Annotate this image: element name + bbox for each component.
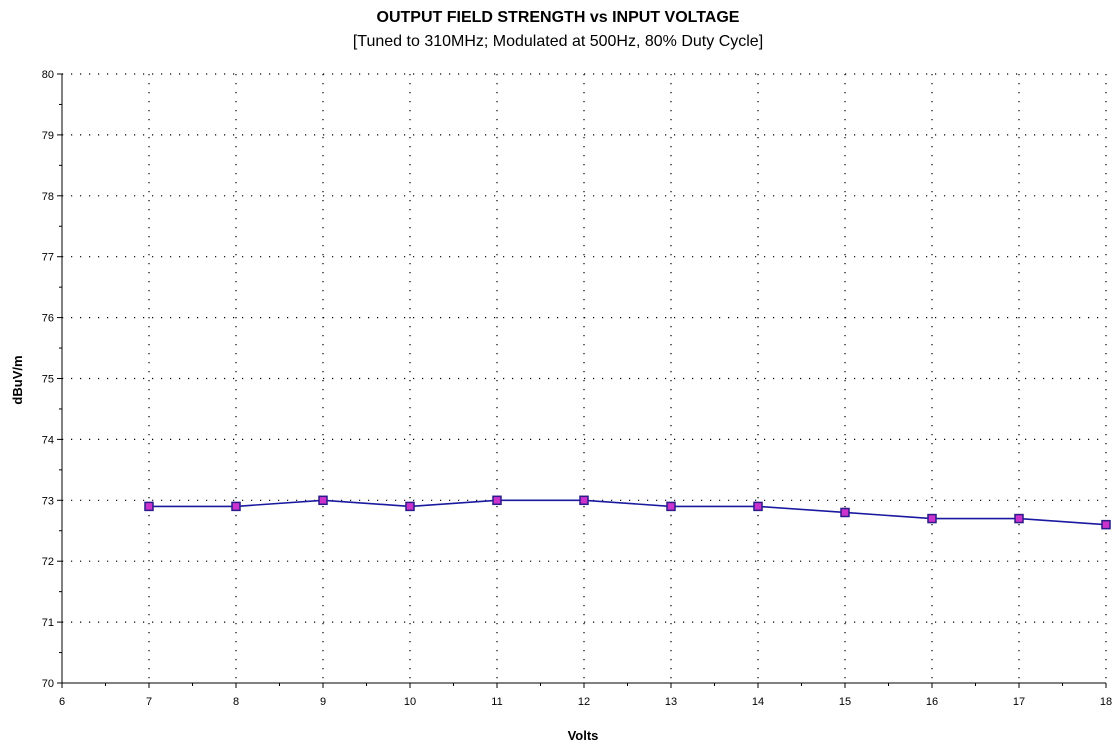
x-tick-label: 8 [233,696,239,708]
data-point [1014,513,1024,524]
gridlines [62,73,1107,683]
x-tick-label: 10 [404,696,416,708]
data-point [1101,519,1111,530]
data-point [927,513,937,524]
data-point [231,501,241,512]
y-tick-label: 76 [42,313,54,325]
y-tick-label: 80 [42,69,54,81]
x-tick-label: 11 [491,696,502,708]
data-point [579,495,589,506]
data-point [666,501,676,512]
y-tick-label: 78 [42,191,54,203]
data-point [405,501,415,512]
y-tick-label: 73 [42,495,54,507]
y-tick-label: 72 [42,556,54,568]
y-axis-title: dBuV/m [10,355,25,404]
data-point [753,501,763,512]
y-tick-label: 70 [42,678,54,690]
y-tick-label: 74 [42,434,54,446]
axes [57,73,1107,688]
x-tick-label: 7 [146,696,152,708]
x-tick-label: 9 [320,696,326,708]
x-tick-label: 17 [1013,696,1025,708]
data-series [144,495,1111,530]
tick-labels: 6 7 8 9 10 11 12 13 14 15 16 17 18707172737475767778… [42,69,1112,708]
x-tick-label: 15 [839,696,851,708]
y-tick-label: 71 [42,617,54,629]
x-axis-title: Volts [568,728,599,743]
x-tick-label: 14 [752,696,764,708]
data-point [492,495,502,506]
y-tick-label: 77 [42,252,54,264]
data-point [318,495,328,506]
y-tick-label: 75 [42,374,54,386]
data-point [840,507,850,518]
x-tick-label: 16 [926,696,938,708]
chart-title: OUTPUT FIELD STRENGTH vs INPUT VOLTAGE [377,9,740,26]
x-tick-label: 13 [665,696,677,708]
x-tick-label: 12 [578,696,590,708]
series-line [149,499,1107,526]
chart-subtitle: [Tuned to 310MHz; Modulated at 500Hz, 80… [353,33,763,50]
data-point [144,501,154,512]
y-tick-label: 79 [42,130,54,142]
x-tick-label: 6 [59,696,65,708]
x-tick-label: 18 [1100,696,1112,708]
